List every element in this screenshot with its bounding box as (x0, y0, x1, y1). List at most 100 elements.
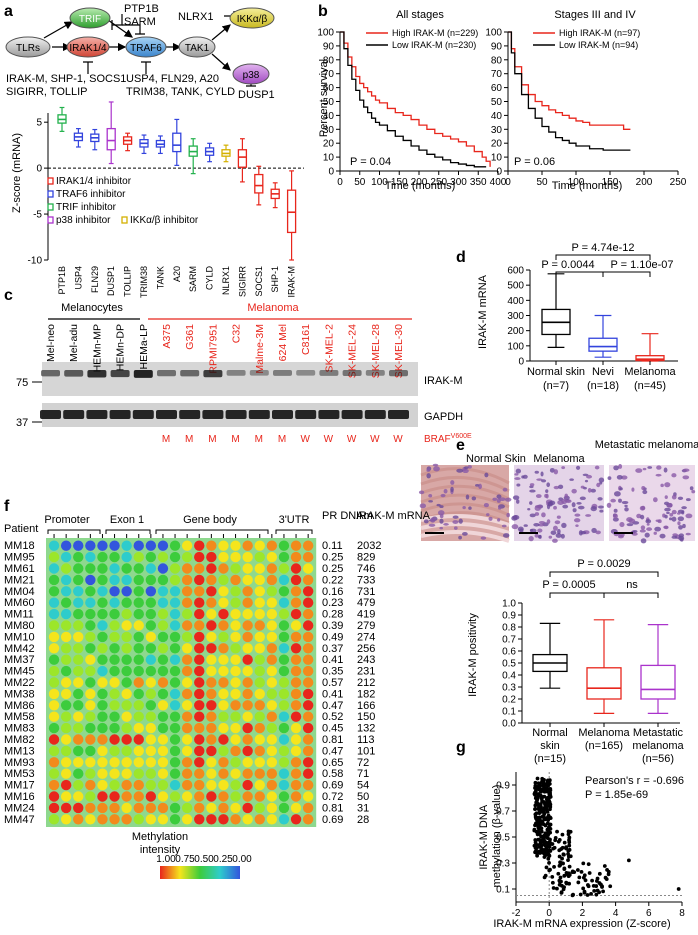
heatmap-cell (60, 711, 72, 722)
heatmap-irak-mrna: 829 (357, 552, 375, 564)
ihc-nucleus (678, 533, 685, 538)
heatmap-irak-mrna: 479 (357, 597, 375, 609)
heatmap-cell (121, 620, 132, 631)
heatmap-irak-mrna: 274 (357, 631, 375, 643)
heatmap-cell (85, 711, 96, 722)
heatmap-cell (169, 665, 181, 677)
ihc-nucleus (437, 510, 445, 516)
heatmap-cell (302, 688, 314, 700)
ihc-nucleus (606, 502, 612, 508)
ihc-nucleus (655, 519, 661, 522)
legend-swatch (47, 177, 54, 185)
heatmap-pr-dnam: 0.23 (322, 597, 343, 609)
ihc-nucleus (561, 466, 566, 470)
heatmap-cell (73, 620, 84, 631)
heatmap-cell (206, 643, 217, 654)
scatter-point (557, 837, 562, 842)
heatmap-cell (194, 563, 205, 574)
ihc-nucleus (439, 505, 444, 509)
heatmap-pr-dnam: 0.69 (322, 780, 343, 792)
boxplot-a-box-a20 (172, 118, 182, 166)
ihc-metastatic-image (606, 464, 696, 544)
heatmap-cell (290, 608, 302, 620)
scale-tick-label: 0.00 (232, 854, 252, 865)
heatmap-cell (254, 711, 265, 722)
boxplot-e-y-tick-label: 0.7 (502, 635, 516, 646)
heatmap-cell (290, 722, 302, 734)
ihc-nucleus (597, 497, 603, 501)
heatmap-cell (97, 734, 108, 745)
band-gapdh-label: GAPDH (424, 411, 463, 423)
braf-status: M (185, 434, 193, 445)
band-gapdh (86, 410, 108, 419)
heatmap-cell (60, 700, 72, 711)
lane-label: RPMI7951 (207, 324, 219, 374)
boxplot-a-xlabel: PTP1B (57, 266, 67, 295)
ihc-nucleus (552, 538, 558, 543)
heatmap-cell (145, 654, 157, 665)
heatmap-cell (290, 814, 302, 825)
heatmap-cell (145, 551, 157, 563)
ihc-nucleus (647, 466, 653, 469)
heatmap-cell (218, 654, 229, 665)
scatter-point (540, 821, 544, 826)
band-irak-m-label: IRAK-M (424, 375, 463, 387)
band-gapdh (63, 410, 85, 419)
ihc-nucleus (430, 517, 436, 523)
scatter-g: IRAK-M DNA methylation (β-value) IRAK-M … (478, 772, 685, 930)
heatmap-irak-mrna: 101 (357, 745, 375, 757)
heatmap-cell (60, 620, 72, 631)
ihc-nucleus (499, 497, 506, 502)
heatmap-cell (278, 722, 290, 734)
heatmap-cell (302, 608, 314, 620)
km-all-x-tick-label: 400 (490, 177, 507, 188)
ihc-nucleus (452, 520, 459, 525)
ihc-nucleus (486, 513, 490, 517)
heatmap-cell (218, 791, 229, 802)
heatmap-cell (169, 551, 181, 563)
ihc-nucleus (498, 506, 502, 510)
svg-text:TAK1: TAK1 (185, 43, 210, 54)
heatmap-cell (169, 711, 181, 722)
heatmap-cell (242, 745, 253, 757)
heatmap-cell (60, 745, 72, 757)
heatmap-cell (85, 722, 96, 734)
km-all-y-tick-label: 70 (323, 69, 335, 80)
ihc-nucleus (664, 507, 671, 512)
heatmap-cell (230, 802, 241, 814)
heatmap-cell (73, 688, 84, 700)
heatmap-cell (181, 620, 193, 631)
heatmap-cell (121, 757, 132, 768)
lane-label: 624 Mel (277, 324, 289, 361)
label-dusp1: DUSP1 (238, 89, 275, 101)
heatmap-cell (230, 779, 241, 791)
km-34-pvalue: P = 0.06 (514, 156, 555, 168)
heatmap-patient-id: MM11 (4, 609, 34, 621)
heatmap-cell (145, 791, 157, 802)
heatmap-cell (121, 540, 132, 551)
lane-label: Mel-adu (68, 324, 80, 362)
braf-label: BRAFV600E (424, 433, 472, 445)
ihc-nucleus (540, 471, 544, 477)
heatmap-cell (206, 700, 217, 711)
scatter-point (535, 853, 540, 858)
heatmap-cell (85, 745, 96, 757)
heatmap-cell (133, 814, 144, 825)
heatmap-cell (242, 574, 253, 586)
ihc-nucleus (621, 500, 629, 505)
heatmap-cell (97, 791, 108, 802)
band-gapdh (179, 410, 201, 419)
band-irak-m (133, 370, 153, 378)
heatmap-cell (157, 722, 169, 734)
ihc-nucleus (571, 488, 577, 494)
heatmap-cell (266, 551, 278, 563)
ihc-nucleus (562, 504, 569, 509)
heatmap-cell (133, 665, 144, 677)
heatmap-cell (242, 665, 253, 677)
scatter-point (546, 783, 550, 788)
boxplot-e-p-outer: P = 0.0029 (577, 558, 630, 570)
scatter-point (597, 871, 602, 876)
heatmap-cell (230, 722, 241, 734)
scatter-point (545, 836, 550, 841)
heatmap-cell (145, 779, 157, 791)
